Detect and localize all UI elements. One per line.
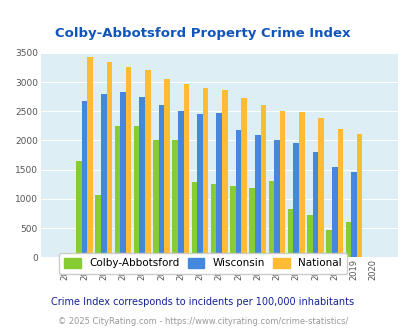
Bar: [293, 144, 298, 257]
Bar: [279, 111, 285, 257]
Bar: [249, 188, 254, 257]
Bar: [326, 230, 331, 257]
Bar: [101, 94, 106, 257]
Text: © 2025 CityRating.com - https://www.cityrating.com/crime-statistics/: © 2025 CityRating.com - https://www.city…: [58, 317, 347, 326]
Bar: [177, 111, 183, 257]
Legend: Colby-Abbotsford, Wisconsin, National: Colby-Abbotsford, Wisconsin, National: [59, 253, 346, 274]
Bar: [95, 195, 101, 257]
Bar: [306, 215, 312, 257]
Bar: [337, 129, 342, 257]
Bar: [312, 152, 318, 257]
Bar: [197, 114, 202, 257]
Bar: [345, 222, 350, 257]
Bar: [120, 92, 126, 257]
Bar: [268, 182, 273, 257]
Bar: [114, 126, 120, 257]
Bar: [153, 141, 158, 257]
Bar: [222, 90, 227, 257]
Bar: [210, 184, 216, 257]
Bar: [273, 141, 279, 257]
Bar: [331, 167, 337, 257]
Bar: [230, 186, 235, 257]
Bar: [76, 161, 81, 257]
Bar: [235, 130, 241, 257]
Bar: [254, 135, 260, 257]
Bar: [241, 98, 246, 257]
Bar: [172, 141, 177, 257]
Bar: [145, 70, 150, 257]
Bar: [126, 67, 131, 257]
Text: Crime Index corresponds to incidents per 100,000 inhabitants: Crime Index corresponds to incidents per…: [51, 297, 354, 307]
Bar: [134, 126, 139, 257]
Bar: [87, 57, 93, 257]
Bar: [287, 210, 293, 257]
Bar: [216, 113, 222, 257]
Bar: [350, 172, 356, 257]
Bar: [356, 134, 362, 257]
Bar: [318, 118, 323, 257]
Text: Colby-Abbotsford Property Crime Index: Colby-Abbotsford Property Crime Index: [55, 26, 350, 40]
Bar: [202, 88, 208, 257]
Bar: [106, 62, 112, 257]
Bar: [183, 84, 189, 257]
Bar: [298, 113, 304, 257]
Bar: [260, 105, 265, 257]
Bar: [139, 97, 145, 257]
Bar: [164, 79, 169, 257]
Bar: [158, 105, 164, 257]
Bar: [191, 182, 197, 257]
Bar: [81, 101, 87, 257]
